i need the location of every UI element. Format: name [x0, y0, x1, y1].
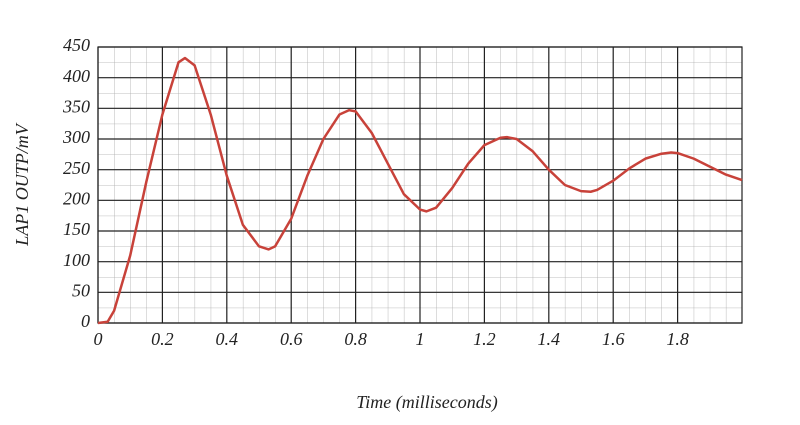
- y-tick-label: 300: [62, 127, 90, 147]
- x-axis-title: Time (milliseconds): [356, 392, 498, 413]
- x-tick-label: 0: [94, 329, 103, 349]
- x-tick-label: 1: [416, 329, 425, 349]
- x-tick-label: 1.4: [538, 329, 561, 349]
- x-tick-label: 1.6: [602, 329, 625, 349]
- plot-frame: [97, 46, 743, 324]
- y-tick-label: 150: [63, 219, 90, 239]
- y-tick-label: 250: [63, 158, 90, 178]
- y-axis-title: LAP1 OUTP/mV: [12, 122, 32, 247]
- x-tick-label: 0.8: [344, 329, 367, 349]
- data-line: [97, 56, 743, 325]
- y-tick-label: 200: [63, 188, 90, 208]
- y-tick-label: 50: [72, 280, 90, 300]
- y-tick-label: 450: [63, 35, 90, 55]
- x-tick-label: 1.2: [473, 329, 496, 349]
- y-tick-label: 350: [62, 96, 90, 116]
- y-tick-label: 0: [81, 311, 90, 331]
- x-tick-label: 0.6: [280, 329, 303, 349]
- y-tick-label: 100: [63, 250, 90, 270]
- x-tick-label: 1.8: [666, 329, 689, 349]
- y-tick-label: 400: [63, 66, 90, 86]
- x-tick-label: 0.4: [216, 329, 239, 349]
- x-tick-label: 0.2: [151, 329, 174, 349]
